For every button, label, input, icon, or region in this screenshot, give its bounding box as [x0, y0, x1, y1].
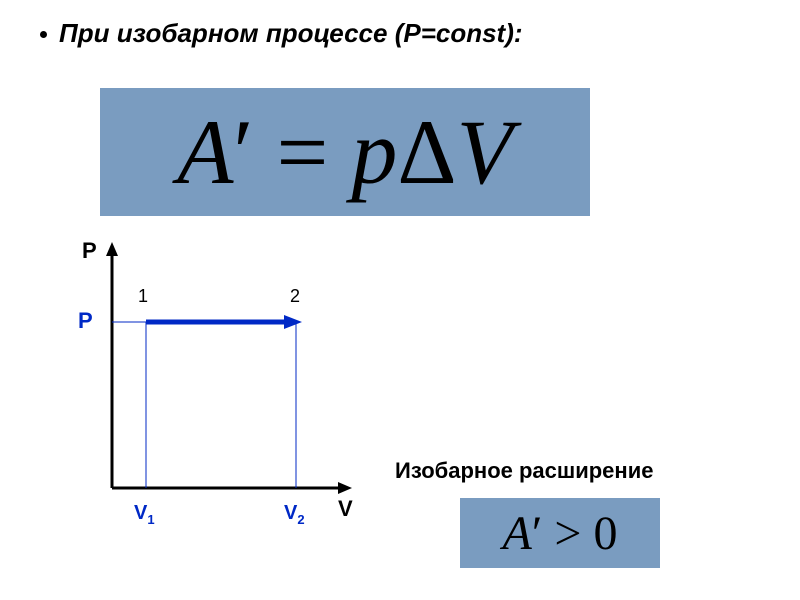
inequality-formula: A′ > 0 [503, 506, 618, 561]
pv-diagram: P V P 1 2 V1 V2 [80, 240, 360, 520]
y-axis-label: P [82, 238, 97, 264]
ineq-prime: ′ [532, 507, 543, 560]
formula-prime: ′ [233, 101, 253, 203]
ineq-A: A [503, 507, 532, 560]
process-arrow [284, 315, 302, 329]
bullet [40, 31, 47, 38]
main-formula-box: A′ = pΔV [100, 88, 590, 216]
inequality-box: A′ > 0 [460, 498, 660, 568]
v2-label: V2 [284, 502, 305, 527]
slide-title: При изобарном процессе (P=const): [59, 18, 523, 49]
formula-V: V [457, 101, 513, 203]
v1-label: V1 [134, 502, 155, 527]
y-axis-arrow [106, 242, 118, 256]
point-1-label: 1 [138, 286, 148, 307]
main-formula: A′ = pΔV [177, 99, 513, 205]
pv-diagram-svg [80, 240, 360, 520]
expansion-caption: Изобарное расширение [395, 458, 653, 484]
x-axis-arrow [338, 482, 352, 494]
ineq-zero: 0 [593, 507, 617, 560]
p-level-label: P [78, 308, 93, 334]
formula-delta: Δ [397, 101, 456, 203]
ineq-gt: > [542, 507, 593, 560]
formula-A: A [177, 101, 233, 203]
point-2-label: 2 [290, 286, 300, 307]
title-row: При изобарном процессе (P=const): [40, 18, 523, 49]
formula-p: p [351, 101, 397, 203]
x-axis-label: V [338, 496, 353, 522]
formula-eq: = [254, 101, 352, 203]
